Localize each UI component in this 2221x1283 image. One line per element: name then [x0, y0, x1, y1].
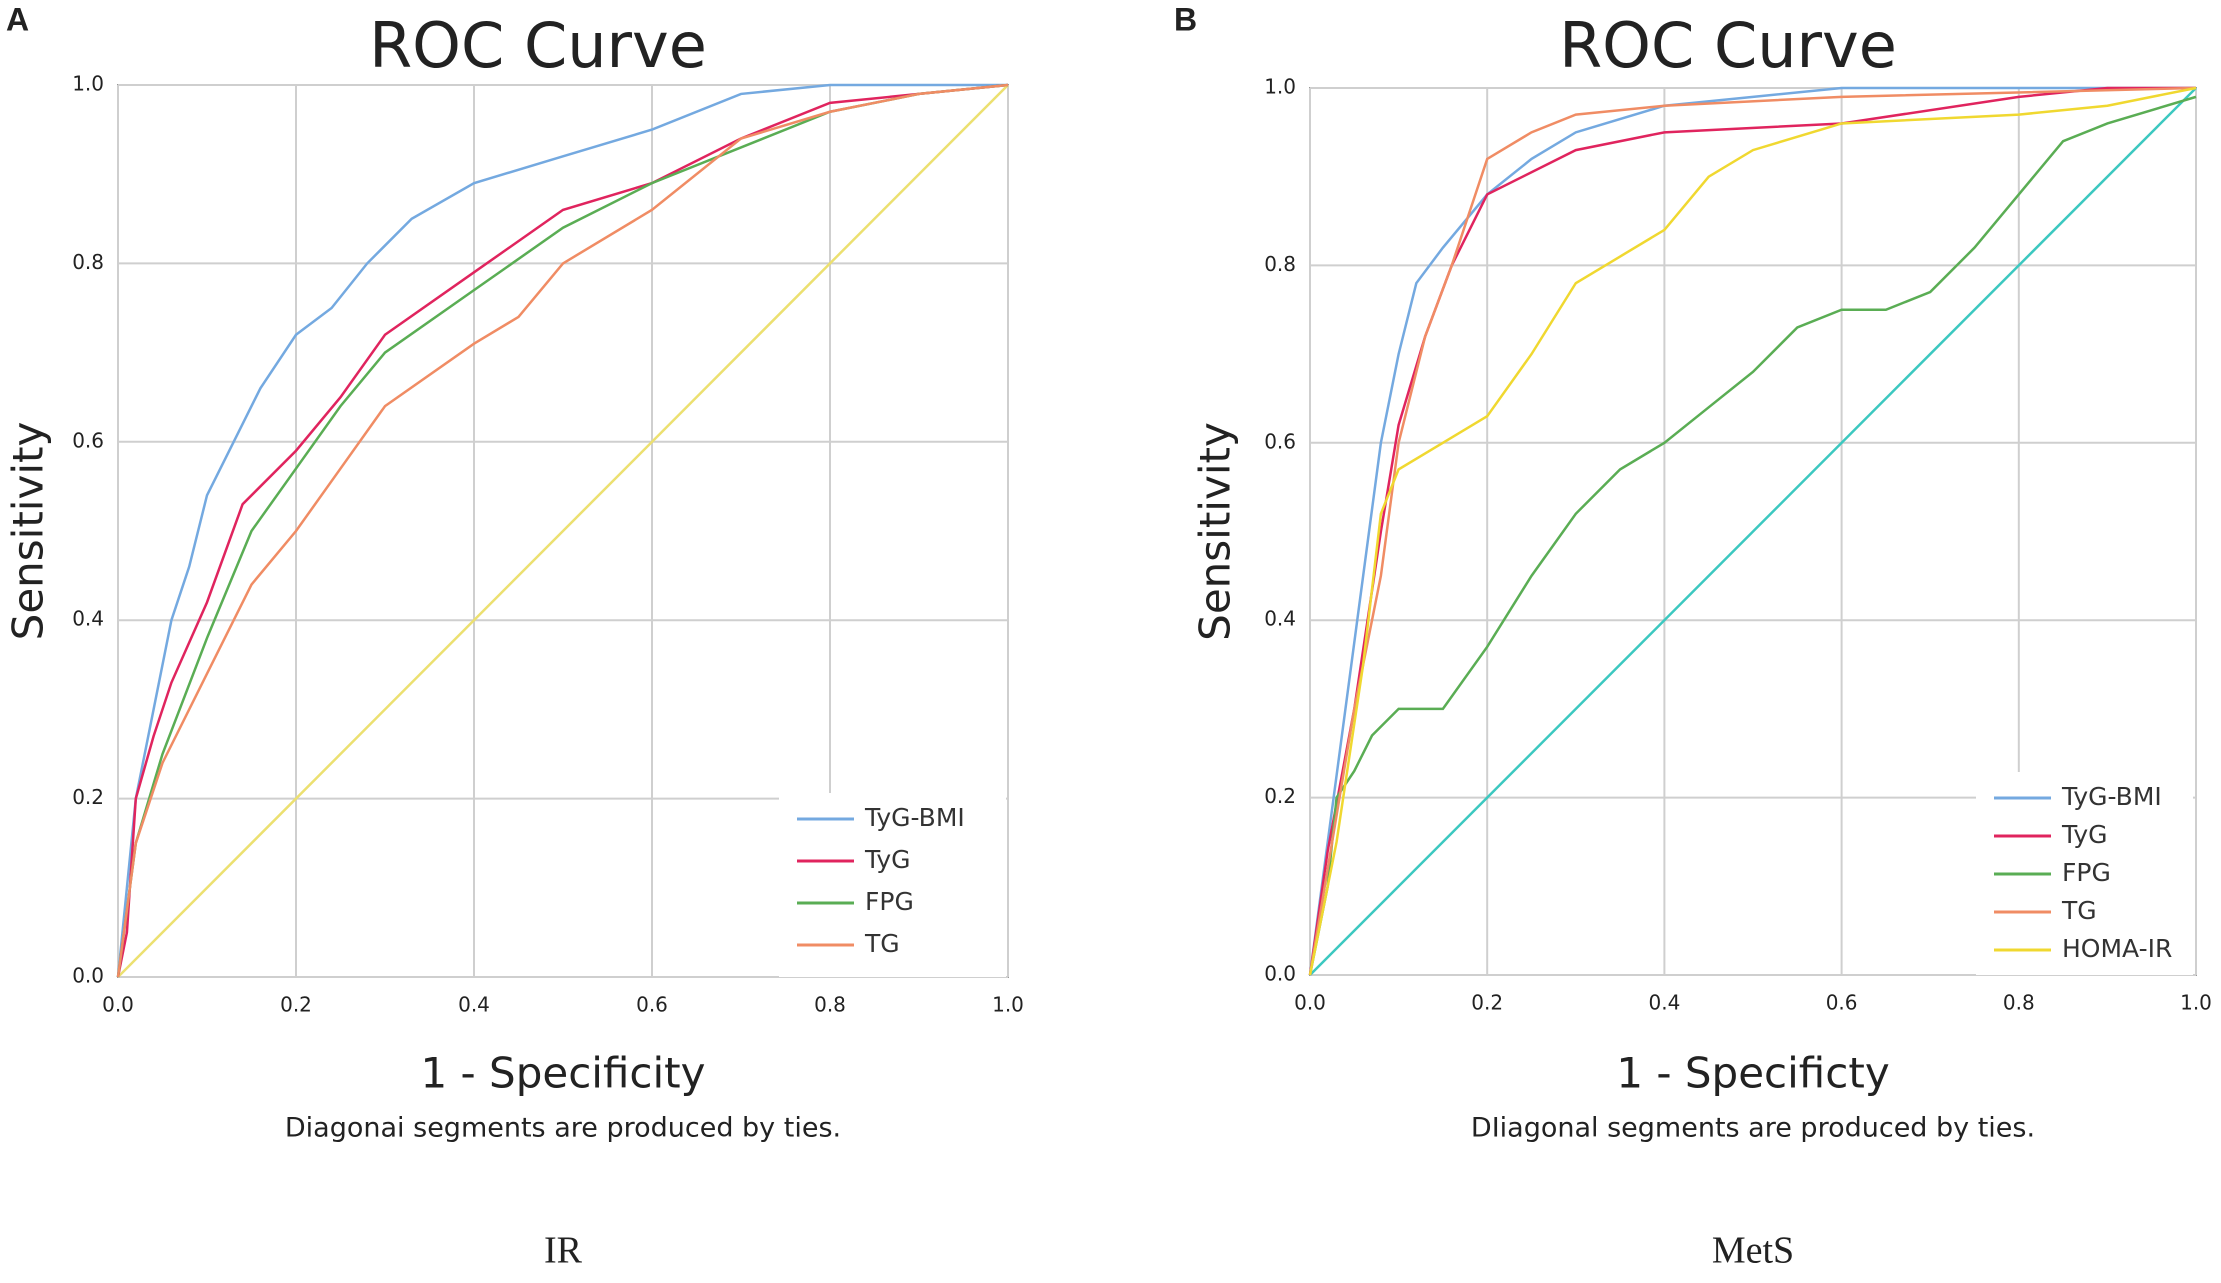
y-axis-label: Sensitivity — [1191, 422, 1240, 641]
x-tick-label: 0.8 — [814, 993, 846, 1017]
roc-curve — [1308, 86, 2196, 976]
x-tick-label: 1.0 — [2180, 991, 2212, 1015]
x-axis-label: 1 - Specificty — [1616, 1049, 1889, 1098]
y-axis-label: Sensitivity — [4, 422, 53, 641]
footnote: DIiagonal segments are produced by ties. — [1471, 1113, 2035, 1144]
caption: IR — [544, 1230, 583, 1272]
y-tick-label: 0.0 — [1264, 962, 1296, 986]
legend-label: TyG-BMI — [2061, 782, 2162, 811]
legend-label: TG — [2061, 896, 2097, 925]
chart-title: ROC Curve — [369, 9, 707, 82]
y-tick-label: 1.0 — [1264, 75, 1296, 99]
y-tick-label: 0.8 — [1264, 252, 1296, 276]
reference-diagonal — [117, 84, 1009, 978]
roc-curve — [1308, 86, 2197, 976]
roc-curve — [116, 83, 1008, 978]
footnote: Diagonai segments are produced by ties. — [285, 1113, 841, 1144]
legend-label: FPG — [865, 887, 914, 916]
roc-curve — [116, 83, 1009, 978]
reference-diagonal — [1309, 87, 2197, 976]
x-tick-label: 0.6 — [1826, 991, 1858, 1015]
roc-curve — [1308, 95, 2197, 976]
legend-label: TG — [864, 929, 900, 958]
y-tick-label: 0.6 — [72, 428, 104, 452]
y-tick-label: 0.0 — [72, 964, 104, 988]
x-tick-label: 0.2 — [280, 993, 312, 1017]
x-tick-label: 0.0 — [1294, 991, 1326, 1015]
caption: MetS — [1712, 1230, 1794, 1272]
x-tick-label: 0.8 — [2003, 991, 2035, 1015]
x-tick-label: 0.2 — [1471, 991, 1503, 1015]
chart-panel: B ROC Curve 0.0 0.2 0.4 0.6 0.8 1.0 0.0 0.2 0.4 0.6… — [1174, 1, 2212, 1271]
roc-curve — [1308, 86, 2197, 976]
legend-label: TyG — [864, 845, 911, 874]
y-tick-label: 0.4 — [1264, 607, 1296, 631]
legend-label: HOMA-IR — [2062, 934, 2172, 963]
x-tick-label: 0.4 — [1648, 991, 1680, 1015]
y-tick-label: 1.0 — [72, 72, 104, 96]
y-tick-label: 0.2 — [1264, 784, 1296, 808]
legend-label: TyG-BMI — [864, 803, 965, 832]
x-axis-label: 1 - Specificity — [420, 1049, 705, 1098]
roc-curve — [116, 83, 1009, 978]
roc-curve — [116, 83, 1009, 978]
x-tick-label: 1.0 — [992, 993, 1024, 1017]
chart-title: ROC Curve — [1559, 9, 1897, 82]
panel-label: B — [1174, 1, 1197, 37]
panel-label: A — [6, 1, 29, 37]
y-tick-label: 0.4 — [72, 607, 104, 631]
y-tick-label: 0.2 — [72, 785, 104, 809]
x-tick-label: 0.0 — [102, 993, 134, 1017]
y-tick-label: 0.6 — [1264, 429, 1296, 453]
x-tick-label: 0.6 — [636, 993, 668, 1017]
x-tick-label: 0.4 — [458, 993, 490, 1017]
legend-label: FPG — [2062, 858, 2111, 887]
y-tick-label: 0.8 — [72, 250, 104, 274]
roc-curve — [1308, 86, 2196, 976]
legend-label: TyG — [2061, 820, 2108, 849]
chart-panel: A ROC Curve 0.0 0.2 0.4 0.6 0.8 1.0 0.0 0.2 0.4 0.6… — [4, 1, 1024, 1271]
